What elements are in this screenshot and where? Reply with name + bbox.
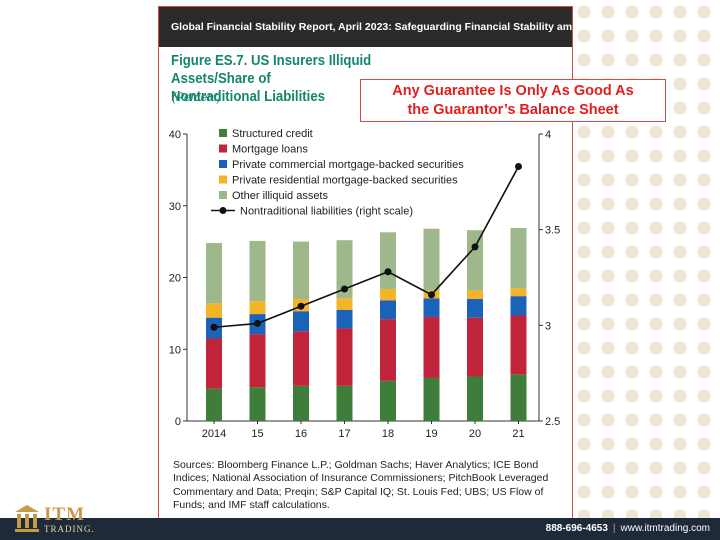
line-point — [471, 243, 479, 251]
bar-segment — [293, 385, 309, 421]
bar-segment — [510, 315, 527, 375]
bar-segment — [206, 338, 222, 389]
nontraditional-liabilities-line — [213, 166, 520, 329]
bar-segment — [249, 387, 266, 421]
bar-segment — [336, 328, 353, 386]
left-tick-label: 10 — [169, 344, 181, 356]
bar-segment — [293, 311, 309, 332]
x-tick-label: 2014 — [202, 428, 226, 440]
bar-segment — [380, 380, 396, 421]
bar-segment — [293, 331, 309, 386]
decorative-dot-pattern — [572, 0, 720, 518]
footer-contact: 888-696-4653 | www.itmtrading.com — [546, 518, 710, 540]
logo-text: ITM — [44, 504, 85, 525]
callout-box: Any Guarantee Is Only As Good As the Gua… — [360, 79, 666, 122]
bar-segment — [380, 232, 396, 289]
stacked-bar-chart: 0 10 20 30 40 2.5 3 3.5 4 2014 15 16 17 18 19 20 21 Struc… — [169, 128, 561, 440]
line-point — [515, 163, 522, 171]
bar-segment — [380, 319, 396, 381]
left-tick-label: 0 — [175, 416, 181, 428]
legend-label: Mortgage loans — [232, 144, 308, 156]
legend-swatch — [219, 175, 227, 184]
right-tick-label: 3.5 — [545, 225, 560, 237]
bar-segment — [423, 298, 440, 317]
bar-segment — [293, 241, 309, 300]
bar-segment — [423, 316, 440, 378]
figure-title-line1: Figure ES.7. US Insurers Illiquid Assets… — [171, 52, 372, 87]
legend-swatch — [219, 191, 227, 199]
line-point — [428, 291, 435, 299]
bar-segment — [510, 288, 527, 297]
line-point — [297, 302, 305, 310]
bar-segment — [467, 230, 483, 291]
footer-separator: | — [612, 523, 616, 534]
left-tick-label: 40 — [169, 129, 181, 141]
left-tick-label: 30 — [169, 201, 181, 213]
bar-segment — [249, 301, 266, 315]
legend-line-marker — [219, 207, 227, 214]
line-point — [341, 285, 348, 293]
bar-segment — [510, 296, 527, 316]
left-tick-label: 20 — [169, 273, 181, 285]
x-tick-label: 19 — [425, 428, 437, 440]
line-point — [210, 323, 218, 331]
figure-title-line2: Nontraditional Liabilities — [171, 88, 326, 105]
sources-note: Sources: Bloomberg Finance L.P.; Goldman… — [173, 459, 549, 511]
bar-segment — [510, 227, 527, 289]
bar-segment — [206, 388, 222, 421]
bar-segment — [423, 377, 440, 421]
callout-line2: the Guarantor’s Balance Sheet — [407, 102, 619, 118]
bar-segment — [249, 334, 266, 388]
footer-phone[interactable]: 888-696-4653 — [545, 523, 608, 534]
bar-segment — [336, 240, 353, 299]
itm-trading-logo[interactable]: ITM TRADING. — [14, 504, 104, 538]
bar-segment — [336, 385, 353, 421]
bar-segment — [206, 243, 222, 304]
right-tick-label: 4 — [545, 129, 551, 141]
bar-segment — [336, 298, 353, 310]
report-header: Global Financial Stability Report, April… — [159, 7, 572, 47]
figure-subtitle: (Percent) — [172, 90, 222, 104]
callout-line1: Any Guarantee Is Only As Good As — [392, 83, 634, 99]
x-tick-label: 18 — [382, 428, 394, 440]
line-point — [254, 319, 261, 327]
figure-title: Figure ES.7. US Insurers Illiquid Assets… — [171, 52, 453, 106]
right-tick-label: 3 — [545, 320, 551, 332]
bar-segment — [467, 299, 483, 318]
bar-segment — [510, 374, 527, 421]
legend-label: Private residential mortgage-backed secu… — [232, 175, 458, 187]
footer-bar — [0, 518, 720, 540]
bar-segment — [380, 288, 396, 301]
bar-segment — [249, 240, 266, 302]
x-tick-label: 21 — [512, 428, 524, 440]
pillar-logo-icon — [15, 505, 39, 532]
x-tick-label: 16 — [295, 428, 307, 440]
bar-segment — [206, 303, 222, 318]
footer-website-link[interactable]: www.itmtrading.com — [620, 523, 710, 534]
legend-label: Other illiquid assets — [232, 190, 328, 202]
legend-swatch — [219, 144, 227, 153]
line-point — [384, 268, 392, 276]
right-tick-label: 2.5 — [545, 416, 560, 428]
bar-segment — [467, 376, 483, 421]
bar-segment — [423, 228, 440, 291]
legend-swatch — [219, 160, 227, 168]
bar-segment — [467, 290, 483, 300]
legend-label: Nontraditional liabilities (right scale) — [240, 206, 413, 218]
bar-segment — [336, 309, 353, 329]
legend-label: Structured credit — [232, 128, 313, 140]
bar-segment — [467, 317, 483, 377]
x-tick-label: 15 — [251, 428, 263, 440]
legend-label: Private commercial mortgage-backed secur… — [232, 159, 464, 171]
x-tick-label: 20 — [469, 428, 481, 440]
bar-segment — [380, 300, 396, 320]
x-tick-label: 17 — [338, 428, 350, 440]
logo-subtext: TRADING. — [44, 524, 95, 534]
legend-swatch — [219, 129, 227, 137]
